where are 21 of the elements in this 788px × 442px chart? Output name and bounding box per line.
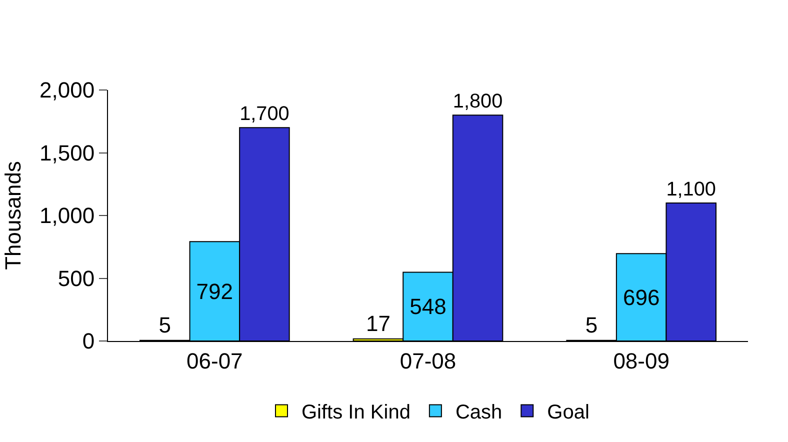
y-tick-label: 500 [58,266,95,291]
y-tick-label: 0 [82,328,95,354]
y-tick-label: 1,500 [40,140,95,166]
legend-label: Gifts In Kind [302,402,410,424]
y-tick-label: 1,000 [40,203,95,228]
data-label: 696 [622,284,660,310]
y-axis-title: Thousands [0,161,26,270]
legend-label: Goal [547,402,590,424]
legend-label: Cash [455,402,502,424]
data-label: 1,700 [240,103,290,126]
x-tick-label: 06-07 [186,348,243,374]
data-label: 1,800 [452,90,503,113]
data-label: 17 [366,310,390,336]
y-tick-label: 2,000 [40,78,95,103]
x-tick-label: 08-09 [613,348,670,374]
data-label: 1,100 [666,178,716,200]
data-label: 792 [196,278,234,304]
data-label: 548 [410,294,446,320]
data-label: 5 [158,312,172,338]
x-tick-label: 07-08 [400,348,456,374]
data-label: 5 [585,312,598,338]
